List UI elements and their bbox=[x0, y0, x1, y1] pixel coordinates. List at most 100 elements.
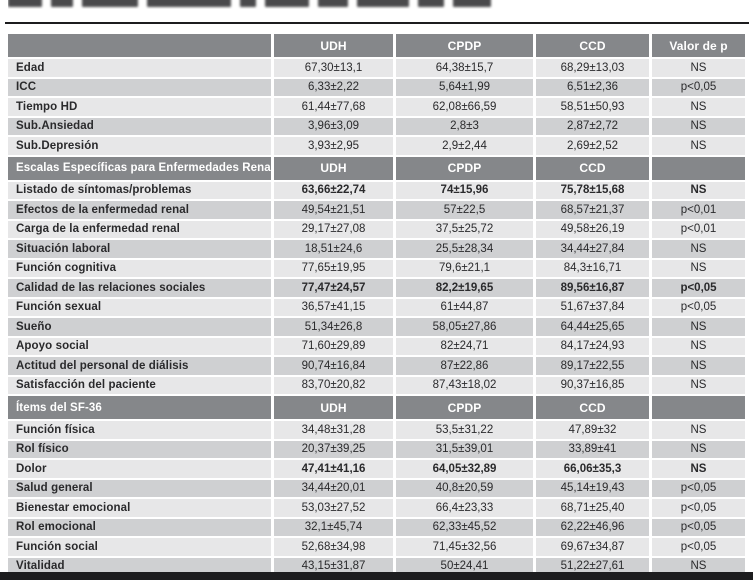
section-header-row: Escalas Específicas para Enfermedades Re… bbox=[8, 156, 745, 180]
value-cell: 45,14±19,43 bbox=[536, 479, 649, 497]
table-row: Situación laboral 18,51±24,6 25,5±28,34 34,… bbox=[8, 240, 745, 258]
section-header-row: Ítems del SF-36 UDH CPDP CCD bbox=[8, 396, 745, 419]
value-cell: 74±15,96 bbox=[396, 181, 533, 199]
row-label: Salud general bbox=[8, 479, 271, 497]
blurred-text-block bbox=[51, 0, 73, 7]
value-cell: 61±44,87 bbox=[396, 298, 533, 316]
table-row: Listado de síntomas/problemas 63,66±22,74… bbox=[8, 181, 745, 199]
table-row: Función sexual 36,57±41,15 61±44,87 51,67±3… bbox=[8, 298, 745, 316]
value-cell: 87±22,86 bbox=[396, 357, 533, 375]
row-label: Listado de síntomas/problemas bbox=[8, 181, 271, 199]
value-cell: 68,57±21,37 bbox=[536, 201, 649, 219]
row-label: Actitud del personal de diálisis bbox=[8, 357, 271, 375]
column-header: CCD bbox=[536, 156, 649, 180]
value-cell: 84,17±24,93 bbox=[536, 337, 649, 355]
p-value-cell: NS bbox=[652, 440, 745, 458]
table-corner-cell bbox=[8, 34, 271, 57]
p-value-cell: p<0,01 bbox=[652, 201, 745, 219]
table-row: Función social 52,68±34,98 71,45±32,56 69,6… bbox=[8, 538, 745, 556]
column-header: CCD bbox=[536, 396, 649, 419]
table-row: Rol físico 20,37±39,25 31,5±39,01 33,89±41 N… bbox=[8, 440, 745, 458]
blurred-text-block bbox=[8, 0, 42, 7]
row-label: Edad bbox=[8, 59, 271, 77]
value-cell: 87,43±18,02 bbox=[396, 376, 533, 394]
row-label: Efectos de la enfermedad renal bbox=[8, 201, 271, 219]
value-cell: 68,29±13,03 bbox=[536, 59, 649, 77]
p-value-cell: NS bbox=[652, 376, 745, 394]
row-label: Carga de la enfermedad renal bbox=[8, 220, 271, 238]
value-cell: 2,69±2,52 bbox=[536, 137, 649, 155]
value-cell: 3,93±2,95 bbox=[274, 137, 393, 155]
p-value-cell: NS bbox=[652, 98, 745, 116]
table-row: Rol emocional 32,1±45,74 62,33±45,52 62,22±… bbox=[8, 518, 745, 536]
value-cell: 49,54±21,51 bbox=[274, 201, 393, 219]
table-row: Calidad de las relaciones sociales 77,47±… bbox=[8, 279, 745, 297]
table-row: Carga de la enfermedad renal 29,17±27,08 3… bbox=[8, 220, 745, 238]
blurred-text-block bbox=[147, 0, 231, 7]
value-cell: 2,8±3 bbox=[396, 117, 533, 135]
column-header: UDH bbox=[274, 34, 393, 57]
value-cell: 71,60±29,89 bbox=[274, 337, 393, 355]
column-header: CCD bbox=[536, 34, 649, 57]
value-cell: 53,5±31,22 bbox=[396, 421, 533, 439]
row-label: Vitalidad bbox=[8, 557, 271, 575]
value-cell: 47,89±32 bbox=[536, 421, 649, 439]
value-cell: 58,05±27,86 bbox=[396, 318, 533, 336]
value-cell: 71,45±32,56 bbox=[396, 538, 533, 556]
value-cell: 63,66±22,74 bbox=[274, 181, 393, 199]
value-cell: 47,41±41,16 bbox=[274, 460, 393, 478]
column-header: Valor de p bbox=[652, 34, 745, 57]
section-header-row: UDH CPDP CCD Valor de p bbox=[8, 34, 745, 57]
value-cell: 57±22,5 bbox=[396, 201, 533, 219]
value-cell: 64,05±32,89 bbox=[396, 460, 533, 478]
value-cell: 84,3±16,71 bbox=[536, 259, 649, 277]
table-row: Vitalidad 43,15±31,87 50±24,41 51,22±27,61 N… bbox=[8, 557, 745, 575]
p-value-cell: NS bbox=[652, 557, 745, 575]
table-row: Tiempo HD 61,44±77,68 62,08±66,59 58,51±50,… bbox=[8, 98, 745, 116]
table-row: ICC 6,33±2,22 5,64±1,99 6,51±2,36 p<0,05 bbox=[8, 78, 745, 96]
column-header: UDH bbox=[274, 156, 393, 180]
row-label: ICC bbox=[8, 78, 271, 96]
value-cell: 34,44±20,01 bbox=[274, 479, 393, 497]
table-row: Edad 67,30±13,1 64,38±15,7 68,29±13,03 NS bbox=[8, 59, 745, 77]
value-cell: 82±24,71 bbox=[396, 337, 533, 355]
section-title: Ítems del SF-36 bbox=[8, 396, 271, 419]
value-cell: 2,9±2,44 bbox=[396, 137, 533, 155]
p-value-cell: NS bbox=[652, 337, 745, 355]
table-row: Bienestar emocional 53,03±27,52 66,4±23,33… bbox=[8, 499, 745, 517]
table-row: Salud general 34,44±20,01 40,8±20,59 45,14±… bbox=[8, 479, 745, 497]
row-label: Sueño bbox=[8, 318, 271, 336]
p-value-cell: p<0,05 bbox=[652, 279, 745, 297]
table-row: Función cognitiva 77,65±19,95 79,6±21,1 84,… bbox=[8, 259, 745, 277]
value-cell: 62,33±45,52 bbox=[396, 518, 533, 536]
value-cell: 50±24,41 bbox=[396, 557, 533, 575]
blurred-text-block bbox=[240, 0, 256, 7]
table-row: Función física 34,48±31,28 53,5±31,22 47,89… bbox=[8, 421, 745, 439]
p-value-cell: NS bbox=[652, 421, 745, 439]
value-cell: 90,37±16,85 bbox=[536, 376, 649, 394]
value-cell: 40,8±20,59 bbox=[396, 479, 533, 497]
row-label: Rol emocional bbox=[8, 518, 271, 536]
value-cell: 37,5±25,72 bbox=[396, 220, 533, 238]
table-row: Sub.Depresión 3,93±2,95 2,9±2,44 2,69±2,52 N… bbox=[8, 137, 745, 155]
column-header: CPDP bbox=[396, 156, 533, 180]
value-cell: 83,70±20,82 bbox=[274, 376, 393, 394]
table-row: Satisfacción del paciente 83,70±20,82 87,4… bbox=[8, 376, 745, 394]
row-label: Rol físico bbox=[8, 440, 271, 458]
p-value-cell: NS bbox=[652, 318, 745, 336]
value-cell: 64,38±15,7 bbox=[396, 59, 533, 77]
table-row: Actitud del personal de diálisis 90,74±16… bbox=[8, 357, 745, 375]
value-cell: 82,2±19,65 bbox=[396, 279, 533, 297]
table-row: Sueño 51,34±26,8 58,05±27,86 64,44±25,65 NS bbox=[8, 318, 745, 336]
p-value-cell: p<0,05 bbox=[652, 298, 745, 316]
top-rule bbox=[5, 22, 749, 24]
blurred-text-block bbox=[418, 0, 444, 7]
table-row: Sub.Ansiedad 3,96±3,09 2,8±3 2,87±2,72 NS bbox=[8, 117, 745, 135]
p-value-cell: p<0,05 bbox=[652, 78, 745, 96]
p-value-cell: NS bbox=[652, 59, 745, 77]
row-label: Sub.Ansiedad bbox=[8, 117, 271, 135]
value-cell: 36,57±41,15 bbox=[274, 298, 393, 316]
bottom-rule bbox=[0, 572, 753, 580]
p-value-cell: NS bbox=[652, 240, 745, 258]
blurred-text-block bbox=[357, 0, 409, 7]
